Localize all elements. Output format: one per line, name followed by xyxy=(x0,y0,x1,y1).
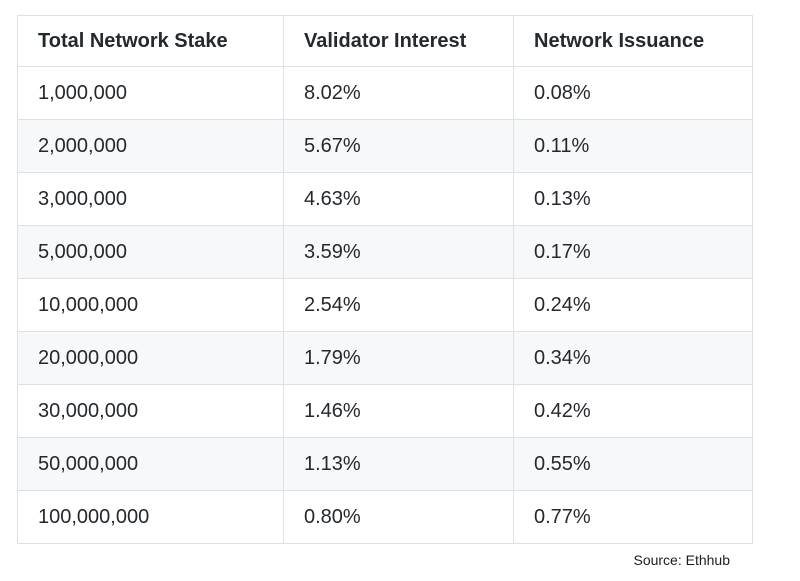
table-header-row: Total Network Stake Validator Interest N… xyxy=(17,15,753,67)
cell-stake: 2,000,000 xyxy=(17,119,284,173)
cell-interest: 2.54% xyxy=(283,278,514,332)
cell-stake: 100,000,000 xyxy=(17,490,284,544)
cell-interest: 0.80% xyxy=(283,490,514,544)
cell-stake: 20,000,000 xyxy=(17,331,284,385)
table-row: 5,000,000 3.59% 0.17% xyxy=(17,225,753,279)
cell-issuance: 0.42% xyxy=(513,384,753,438)
cell-stake: 5,000,000 xyxy=(17,225,284,279)
cell-issuance: 0.34% xyxy=(513,331,753,385)
cell-issuance: 0.55% xyxy=(513,437,753,491)
column-header-validator-interest: Validator Interest xyxy=(283,15,514,67)
cell-interest: 1.79% xyxy=(283,331,514,385)
cell-issuance: 0.08% xyxy=(513,66,753,120)
cell-issuance: 0.13% xyxy=(513,172,753,226)
table-row: 50,000,000 1.13% 0.55% xyxy=(17,437,753,491)
column-header-total-network-stake: Total Network Stake xyxy=(17,15,284,67)
cell-issuance: 0.24% xyxy=(513,278,753,332)
cell-stake: 10,000,000 xyxy=(17,278,284,332)
cell-stake: 3,000,000 xyxy=(17,172,284,226)
cell-stake: 50,000,000 xyxy=(17,437,284,491)
cell-interest: 3.59% xyxy=(283,225,514,279)
table-row: 100,000,000 0.80% 0.77% xyxy=(17,490,753,544)
table-row: 10,000,000 2.54% 0.24% xyxy=(17,278,753,332)
table-row: 1,000,000 8.02% 0.08% xyxy=(17,66,753,120)
cell-issuance: 0.77% xyxy=(513,490,753,544)
cell-interest: 8.02% xyxy=(283,66,514,120)
cell-issuance: 0.17% xyxy=(513,225,753,279)
source-attribution: Source: Ethhub xyxy=(633,552,730,568)
cell-issuance: 0.11% xyxy=(513,119,753,173)
cell-interest: 1.46% xyxy=(283,384,514,438)
table-row: 30,000,000 1.46% 0.42% xyxy=(17,384,753,438)
network-stake-table: Total Network Stake Validator Interest N… xyxy=(17,15,753,544)
table-row: 20,000,000 1.79% 0.34% xyxy=(17,331,753,385)
cell-interest: 5.67% xyxy=(283,119,514,173)
cell-interest: 1.13% xyxy=(283,437,514,491)
cell-stake: 30,000,000 xyxy=(17,384,284,438)
column-header-network-issuance: Network Issuance xyxy=(513,15,753,67)
table-row: 3,000,000 4.63% 0.13% xyxy=(17,172,753,226)
table-row: 2,000,000 5.67% 0.11% xyxy=(17,119,753,173)
cell-interest: 4.63% xyxy=(283,172,514,226)
cell-stake: 1,000,000 xyxy=(17,66,284,120)
